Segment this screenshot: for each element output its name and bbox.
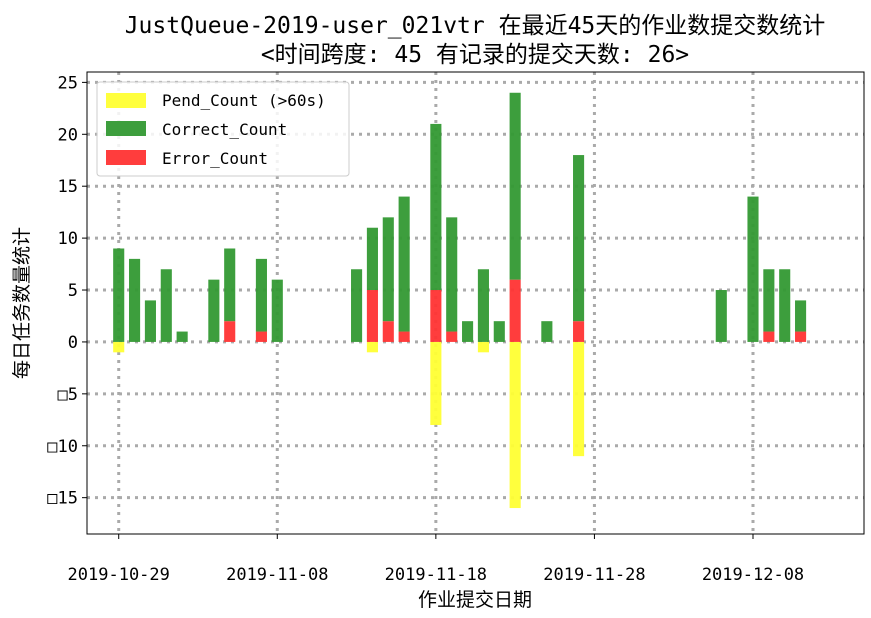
bar-correct-count (747, 196, 759, 342)
x-axis-ticks: 2019-10-29 2019-11-08 2019-11-18 2019-11-28… (68, 534, 804, 585)
y-tick-label: 0 (68, 333, 78, 353)
legend-swatch-pend (106, 93, 146, 108)
bar-correct-count (176, 331, 188, 342)
bar-correct-count (129, 258, 141, 342)
bar-correct-count (113, 248, 125, 342)
chart-title-line-1: JustQueue-2019-user_021vtr 在最近45天的作业数提交数… (125, 13, 826, 39)
chart-title-line-2: <时间跨度: 45 有记录的提交天数: 26> (261, 42, 689, 68)
legend-swatch-correct (106, 121, 146, 136)
y-tick-label: □15 (47, 489, 78, 509)
y-tick-label: 25 (58, 73, 78, 93)
bar-pend-count (113, 341, 125, 353)
bar-correct-count (477, 269, 489, 342)
bar-correct-count (446, 217, 458, 332)
bar-correct-count (224, 248, 236, 322)
y-tick-label: 15 (58, 177, 78, 197)
bar-correct-count (430, 123, 442, 291)
bar-correct-count (573, 155, 585, 322)
x-tick-label: 2019-10-29 (68, 565, 170, 585)
bar-correct-count (255, 258, 267, 332)
plot-frame (86, 71, 865, 535)
bar-correct-count (208, 279, 220, 342)
y-axis-ticks: 25 20 15 10 5 0 □5 □10 □15 (47, 73, 87, 509)
bar-error-count (224, 321, 236, 342)
bar-pend-count (477, 341, 489, 353)
bars (113, 92, 807, 509)
bar-pend-count (573, 341, 585, 457)
bar-error-count (573, 321, 585, 342)
bar-correct-count (779, 269, 791, 342)
y-axis-label: 每日任务数量统计 (11, 227, 33, 379)
y-tick-label: 10 (58, 229, 78, 249)
bar-error-count (255, 331, 267, 342)
bar-correct-count (541, 321, 553, 342)
bar-correct-count (509, 92, 521, 280)
bar-correct-count (398, 196, 410, 332)
bar-error-count (509, 279, 521, 342)
y-tick-label: □10 (47, 437, 78, 457)
bar-pend-count (430, 341, 442, 425)
bar-correct-count (493, 321, 505, 342)
x-tick-label: 2019-11-08 (226, 565, 328, 585)
legend-swatch-error (106, 150, 146, 165)
bar-error-count (795, 331, 807, 342)
legend-label-correct: Correct_Count (162, 120, 287, 139)
bar-correct-count (351, 269, 363, 342)
x-axis-label: 作业提交日期 (418, 589, 532, 611)
bar-error-count (446, 331, 458, 342)
y-tick-label: 5 (68, 281, 78, 301)
bar-error-count (398, 331, 410, 342)
bar-correct-count (763, 269, 775, 332)
y-tick-label: 20 (58, 125, 78, 145)
bar-correct-count (160, 269, 172, 342)
bar-correct-count (795, 300, 807, 332)
x-tick-label: 2019-11-28 (543, 565, 645, 585)
legend-label-pend: Pend_Count (>60s) (162, 91, 326, 110)
legend-label-error: Error_Count (162, 149, 268, 168)
legend-box (96, 81, 350, 177)
bar-pend-count (366, 341, 378, 353)
y-tick-label: □5 (58, 385, 78, 405)
bar-correct-count (271, 279, 283, 342)
x-tick-label: 2019-12-08 (702, 565, 804, 585)
bar-correct-count (462, 321, 474, 342)
bar-pend-count (509, 341, 521, 509)
bar-error-count (366, 290, 378, 342)
legend: Pend_Count (>60s) Correct_Count Error_Co… (96, 81, 350, 177)
bar-error-count (382, 321, 394, 342)
x-tick-label: 2019-11-18 (385, 565, 487, 585)
bar-correct-count (366, 227, 378, 291)
bar-error-count (430, 290, 442, 342)
bar-error-count (763, 331, 775, 342)
bar-correct-count (715, 290, 727, 342)
bar-correct-count (144, 300, 156, 342)
bar-correct-count (382, 217, 394, 322)
